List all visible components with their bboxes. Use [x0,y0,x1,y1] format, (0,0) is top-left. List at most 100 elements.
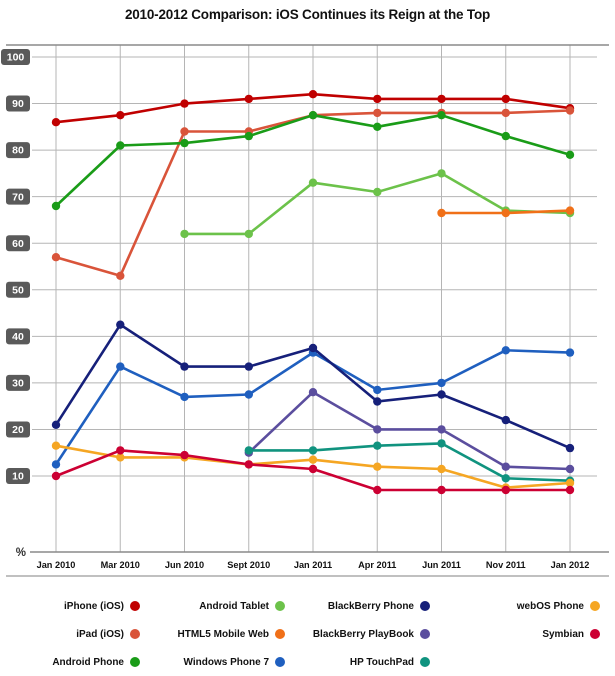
y-tick-badge [1,49,30,65]
y-tick-label: 90 [12,98,24,110]
chart-legend: iPhone (iOS) iPad (iOS) Android Phone Andro… [0,592,615,676]
legend-item[interactable]: Symbian [0,620,600,648]
data-point-marker [373,94,382,104]
legend-item[interactable]: webOS Phone [0,592,600,620]
data-point-marker [308,388,318,397]
data-point-marker [373,122,382,131]
data-point-marker [51,201,61,211]
y-tick-badge [6,468,30,484]
data-point-marker [501,108,510,118]
legend-item[interactable]: iPhone (iOS) [0,592,140,620]
legend-item[interactable]: Windows Phone 7 [0,648,285,676]
x-tick-label: Jan 2012 [551,560,590,570]
legend-item-label: iPad (iOS) [76,628,124,640]
data-point-marker [501,462,510,471]
data-point-marker [308,455,318,464]
data-point-marker [116,271,125,280]
legend-item-label: Android Phone [52,656,124,668]
data-point-marker [501,131,510,141]
series-dot-icon [420,657,430,667]
legend-item[interactable]: HTML5 Mobile Web [0,620,285,648]
series-dot-icon [590,601,600,611]
axis-lines [6,44,609,577]
grid-lines [32,45,597,552]
y-tick-label: 30 [12,377,24,389]
x-tick-label: Jan 2010 [37,560,76,570]
data-point-marker [244,94,253,104]
data-point-marker [565,485,575,495]
y-tick-label: 80 [12,145,24,157]
y-tick-badge [6,374,30,391]
data-point-marker [308,446,318,455]
series-dot-icon [130,657,140,667]
x-tick-label: Jun 2010 [165,560,204,570]
data-point-marker [51,471,61,481]
data-point-marker [244,460,253,469]
data-point-marker [308,178,318,187]
data-point-marker [437,425,446,434]
data-point-marker [565,206,575,215]
data-point-marker [308,464,318,474]
series-blackberry-phone [51,320,575,453]
data-point-marker [565,348,575,357]
legend-item-label: webOS Phone [516,600,584,612]
legend-column-1: iPhone (iOS) iPad (iOS) Android Phone [0,592,140,676]
y-tick-label: 40 [12,331,24,343]
data-point-marker [308,111,318,120]
data-point-marker [373,441,382,450]
data-point-marker [116,453,125,462]
legend-item[interactable]: Android Tablet [0,592,285,620]
data-point-marker [437,439,446,448]
x-tick-label: Jan 2011 [294,560,332,570]
legend-item[interactable]: HP TouchPad [0,648,430,676]
data-point-marker [244,229,253,239]
legend-item-label: Windows Phone 7 [183,656,269,668]
series-dot-icon [130,629,140,639]
y-axis-unit-label: % [16,547,26,559]
y-tick-badge [6,421,30,438]
data-point-marker [51,441,61,450]
y-axis-ticks: 10 20 30 40 50 60 70 80 90 100 [1,49,30,484]
data-point-marker [565,443,575,453]
data-point-marker [308,90,318,99]
data-point-marker [244,131,253,141]
data-point-marker [116,446,125,455]
data-point-marker [565,464,575,474]
legend-item[interactable]: BlackBerry Phone [0,592,430,620]
data-point-marker [373,485,382,495]
legend-column-3: BlackBerry Phone BlackBerry PlayBook HP To… [0,592,430,676]
plot-area: 10 20 30 40 50 60 70 80 90 100 Jan 2010 Mar 2010 Ju… [0,40,615,580]
data-point-marker [373,462,382,471]
data-point-marker [501,474,510,483]
data-point-marker [437,485,446,495]
y-tick-badge [6,235,30,252]
data-point-marker [180,99,189,108]
data-point-marker [437,390,446,399]
y-tick-label: 20 [12,424,24,436]
data-point-marker [373,187,382,197]
legend-item[interactable]: Android Phone [0,648,140,676]
y-tick-badge [6,188,30,205]
series-dot-icon [275,657,285,667]
data-point-marker [437,208,446,218]
y-tick-badge [6,95,30,112]
y-tick-badge [6,142,30,159]
data-point-marker [437,94,446,104]
legend-item-label: BlackBerry PlayBook [312,628,414,640]
data-point-marker [308,343,318,353]
data-point-marker [501,346,510,355]
data-point-marker [180,127,189,136]
legend-item[interactable]: iPad (iOS) [0,620,140,648]
y-axis-unit: % [16,547,26,559]
data-point-marker [116,320,125,329]
x-axis-ticks: Jan 2010 Mar 2010 Jun 2010 Sept 2010 Jan 201… [37,560,590,570]
data-point-marker [565,478,575,488]
legend-item-label: BlackBerry Phone [327,600,414,612]
y-tick-badge [6,328,30,345]
series-line [247,442,572,483]
data-point-marker [244,362,253,371]
legend-item[interactable]: BlackBerry PlayBook [0,620,430,648]
data-point-marker [373,385,382,395]
data-point-marker [565,106,575,115]
series-html5-mobile-web [437,206,575,218]
